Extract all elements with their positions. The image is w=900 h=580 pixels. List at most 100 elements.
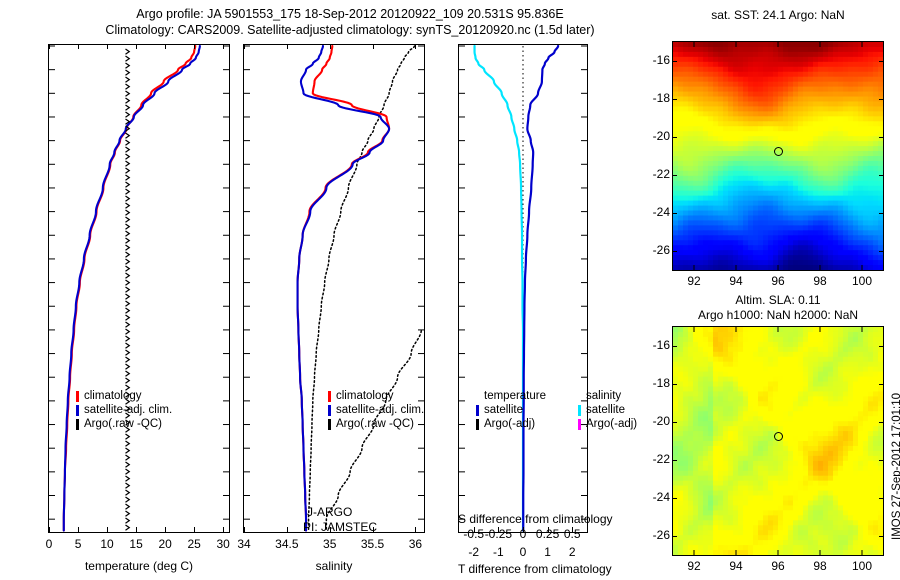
heatmap-cell <box>708 525 714 531</box>
heatmap-cell <box>813 46 819 53</box>
heatmap-cell <box>793 401 799 407</box>
heatmap-cell <box>753 485 759 492</box>
heatmap-cell <box>858 510 864 516</box>
heatmap-cell <box>698 106 704 112</box>
heatmap-cell <box>833 61 839 68</box>
heatmap-cell <box>718 416 724 422</box>
heatmap-cell <box>783 160 789 167</box>
heatmap-cell <box>868 381 874 388</box>
heatmap-cell <box>753 42 759 48</box>
heatmap-cell <box>693 336 699 343</box>
heatmap-cell <box>673 460 679 467</box>
heatmap-cell <box>853 510 859 516</box>
heatmap-cell <box>733 386 739 393</box>
heatmap-cell <box>713 535 719 541</box>
heatmap-cell <box>728 411 734 417</box>
heatmap-cell <box>703 470 709 477</box>
heatmap-cell <box>788 215 794 222</box>
heatmap-cell <box>748 230 754 236</box>
heatmap-cell <box>868 505 874 511</box>
heatmap-cell <box>773 490 779 497</box>
heatmap-cell <box>683 515 689 521</box>
heatmap-cell <box>768 96 774 103</box>
heatmap-cell <box>828 66 834 73</box>
heatmap-cell <box>768 111 774 117</box>
heatmap-cell <box>773 336 779 343</box>
difference-panel <box>458 44 588 533</box>
heatmap-cell <box>708 416 714 422</box>
heatmap-cell <box>743 406 749 412</box>
heatmap-cell <box>848 160 854 167</box>
heatmap-cell <box>798 381 804 388</box>
heatmap-cell <box>838 341 844 348</box>
heatmap-cell <box>833 66 839 73</box>
heatmap-cell <box>758 51 764 58</box>
heatmap-cell <box>863 121 869 127</box>
heatmap-cell <box>793 131 799 137</box>
heatmap-cell <box>788 180 794 187</box>
heatmap-cell <box>718 341 724 348</box>
heatmap-cell <box>708 436 714 442</box>
heatmap-cell <box>708 485 714 492</box>
heatmap-cell <box>778 76 784 83</box>
heatmap-cell <box>863 416 869 422</box>
heatmap-cell <box>878 76 883 83</box>
heatmap-cell <box>843 111 849 117</box>
heatmap-cell <box>778 346 784 353</box>
heatmap-cell <box>708 346 714 353</box>
heatmap-cell <box>718 431 724 437</box>
heatmap-cell <box>713 165 719 172</box>
heatmap-cell <box>793 260 799 266</box>
heatmap-cell <box>788 195 794 202</box>
heatmap-cell <box>708 376 714 383</box>
heatmap-cell <box>698 215 704 222</box>
heatmap-cell <box>773 341 779 348</box>
heatmap-cell <box>803 520 809 526</box>
heatmap-cell <box>708 235 714 241</box>
heatmap-cell <box>838 520 844 526</box>
heatmap-cell <box>688 535 694 541</box>
heatmap-cell <box>773 525 779 531</box>
heatmap-cell <box>768 386 774 393</box>
heatmap-cell <box>718 445 724 452</box>
heatmap-cell <box>718 260 724 266</box>
heatmap-cell <box>863 210 869 217</box>
heatmap-cell <box>833 376 839 383</box>
heatmap-cell <box>833 200 839 207</box>
heatmap-cell <box>708 480 714 487</box>
heatmap-cell <box>873 136 879 142</box>
heatmap-cell <box>773 205 779 212</box>
heatmap-cell <box>673 431 679 437</box>
difference-s-tick-label: -0.5 <box>463 527 485 541</box>
heatmap-cell <box>693 416 699 422</box>
heatmap-cell <box>803 116 809 122</box>
heatmap-cell <box>853 336 859 343</box>
heatmap-cell <box>733 441 739 447</box>
heatmap-cell <box>698 495 704 502</box>
heatmap-cell <box>873 416 879 422</box>
heatmap-cell <box>678 42 684 48</box>
heatmap-cell <box>723 250 729 256</box>
heatmap-cell <box>778 455 784 462</box>
heatmap-cell <box>748 165 754 172</box>
heatmap-cell <box>828 180 834 187</box>
difference-legend-salinity: salinity satellite Argo(-adj) <box>578 389 637 431</box>
heatmap-cell <box>683 230 689 236</box>
map-y-tick-mark <box>672 346 677 347</box>
heatmap-cell <box>833 500 839 507</box>
heatmap-cell <box>823 361 829 368</box>
heatmap-cell <box>793 86 799 93</box>
heatmap-cell <box>838 530 844 536</box>
heatmap-cell <box>798 351 804 358</box>
heatmap-cell <box>833 165 839 172</box>
heatmap-cell <box>713 386 719 393</box>
heatmap-cell <box>718 327 724 333</box>
heatmap-cell <box>873 230 879 236</box>
heatmap-cell <box>683 180 689 187</box>
heatmap-cell <box>723 386 729 393</box>
heatmap-cell <box>878 111 883 117</box>
heatmap-cell <box>868 401 874 407</box>
heatmap-cell <box>768 346 774 353</box>
heatmap-cell <box>718 540 724 546</box>
heatmap-cell <box>813 416 819 422</box>
